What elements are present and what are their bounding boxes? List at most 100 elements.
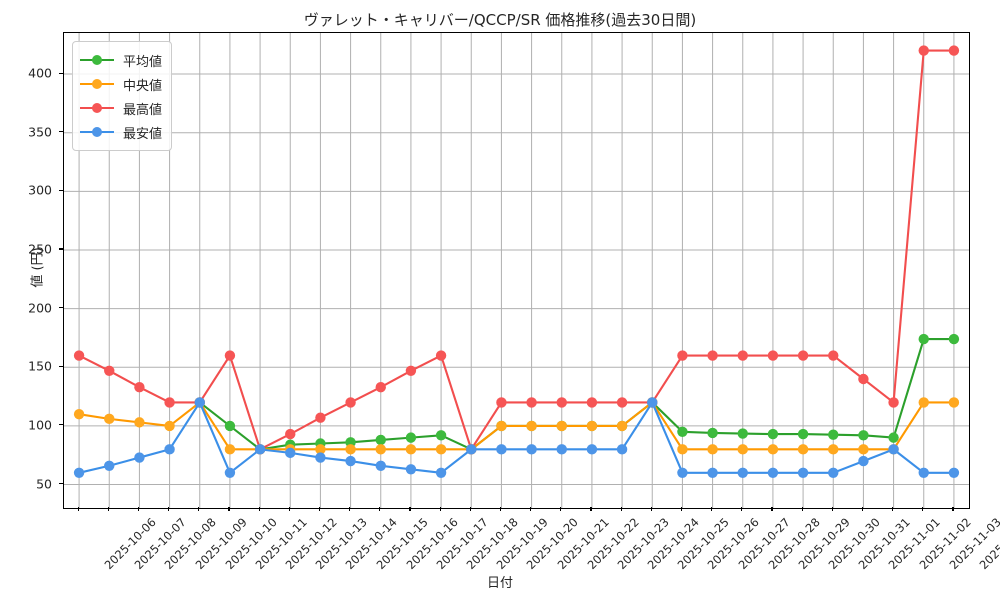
data-point xyxy=(797,467,809,479)
data-point xyxy=(526,444,537,455)
legend-label: 最安値 xyxy=(123,126,163,142)
data-point xyxy=(73,408,85,420)
data-point xyxy=(104,365,115,376)
data-point xyxy=(556,397,567,408)
x-tick-mark xyxy=(349,507,351,511)
x-tick-mark xyxy=(922,507,924,511)
data-point xyxy=(586,420,598,432)
x-tick-mark xyxy=(77,507,79,511)
x-tick-mark xyxy=(318,507,320,511)
data-point xyxy=(134,452,145,463)
data-point xyxy=(586,444,598,455)
data-point xyxy=(73,350,85,361)
data-point xyxy=(556,444,567,455)
x-tick-mark xyxy=(831,507,833,511)
x-tick-mark xyxy=(590,507,592,511)
x-tick-mark xyxy=(288,507,290,511)
data-point xyxy=(858,373,869,385)
x-tick-mark xyxy=(439,507,441,511)
data-point xyxy=(405,464,417,475)
data-point xyxy=(948,333,960,345)
data-point xyxy=(828,350,839,361)
y-tick-mark xyxy=(59,307,63,309)
x-tick-mark xyxy=(711,507,713,511)
legend-swatch-icon xyxy=(80,78,114,90)
data-point xyxy=(134,382,145,393)
data-point xyxy=(616,444,628,455)
data-point xyxy=(828,467,839,479)
series-line xyxy=(198,338,955,451)
data-point xyxy=(345,397,356,408)
y-tick-mark xyxy=(59,483,63,485)
y-tick-mark xyxy=(59,424,63,426)
y-tick-label: 300 xyxy=(28,182,52,198)
data-point xyxy=(164,397,175,408)
legend-label: 平均値 xyxy=(123,54,163,70)
data-point xyxy=(586,397,598,408)
data-point xyxy=(405,432,417,443)
data-point xyxy=(375,460,386,471)
data-point xyxy=(616,420,628,432)
data-point xyxy=(285,447,296,459)
data-point xyxy=(435,444,447,455)
data-point xyxy=(285,428,296,440)
data-point xyxy=(948,467,960,479)
x-tick-mark xyxy=(952,507,954,511)
data-point xyxy=(828,429,839,440)
plot-svg xyxy=(64,33,969,508)
x-tick-mark xyxy=(801,507,803,511)
data-point xyxy=(224,420,236,432)
data-point xyxy=(134,417,145,428)
data-point xyxy=(858,430,869,441)
data-point xyxy=(948,45,960,56)
x-tick-mark xyxy=(107,507,109,511)
data-point xyxy=(526,420,537,432)
legend-label: 中央値 xyxy=(123,78,163,94)
x-tick-mark xyxy=(379,507,381,511)
x-tick-mark xyxy=(530,507,532,511)
data-point xyxy=(677,426,688,437)
data-point xyxy=(526,397,537,408)
data-point xyxy=(224,444,236,455)
x-tick-mark xyxy=(198,507,200,511)
data-point xyxy=(737,444,748,455)
x-tick-mark xyxy=(258,507,260,511)
x-tick-mark xyxy=(469,507,471,511)
data-point xyxy=(224,467,236,479)
legend-item[interactable]: 中央値 xyxy=(80,72,162,96)
data-point xyxy=(948,397,960,408)
data-point xyxy=(858,455,869,467)
data-point xyxy=(405,444,417,455)
data-point xyxy=(647,397,658,408)
y-tick-label: 350 xyxy=(28,124,52,140)
legend-swatch-icon xyxy=(80,126,114,138)
x-tick-mark xyxy=(680,507,682,511)
x-tick-mark xyxy=(409,507,411,511)
data-point xyxy=(737,428,748,439)
data-point xyxy=(375,444,386,455)
legend-item[interactable]: 平均値 xyxy=(80,48,162,72)
x-tick-mark xyxy=(771,507,773,511)
data-point xyxy=(164,420,175,432)
data-point xyxy=(797,350,809,361)
data-point xyxy=(918,397,929,408)
data-point xyxy=(104,413,115,425)
data-point xyxy=(435,467,447,479)
x-tick-mark xyxy=(741,507,743,511)
data-point xyxy=(858,444,869,455)
data-point xyxy=(888,397,899,408)
data-point xyxy=(707,350,718,361)
x-tick-mark xyxy=(228,507,230,511)
data-point xyxy=(73,467,85,479)
data-point xyxy=(104,460,115,471)
x-tick-mark xyxy=(560,507,562,511)
data-point xyxy=(375,382,386,393)
legend-swatch-icon xyxy=(80,54,114,66)
x-tick-mark xyxy=(861,507,863,511)
legend-item[interactable]: 最高値 xyxy=(80,96,162,120)
legend-item[interactable]: 最安値 xyxy=(80,120,162,144)
data-point xyxy=(616,397,628,408)
data-point xyxy=(254,444,266,455)
data-point xyxy=(677,350,688,361)
